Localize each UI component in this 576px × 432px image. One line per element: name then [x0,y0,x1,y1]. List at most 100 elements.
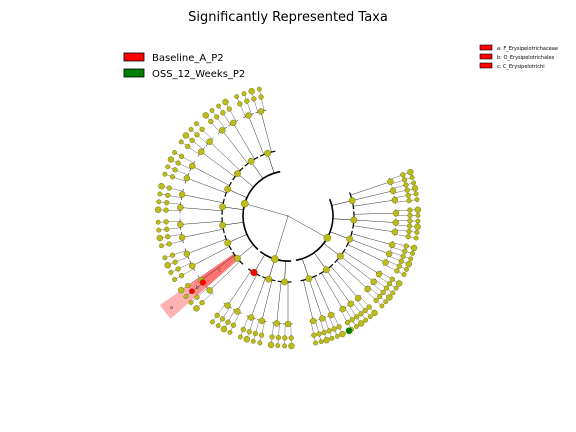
genus-node [357,320,365,327]
family-node [336,324,342,330]
family-node [166,241,172,247]
family-node [244,98,250,104]
family-node [178,273,185,279]
class-branch [313,252,327,270]
genus-node [288,342,295,350]
family-node [311,332,317,338]
oss-enriched-node [345,327,353,335]
order-node [347,300,354,308]
family-node [400,172,406,178]
class-node [348,197,356,204]
family-node [169,174,176,180]
class-node [336,252,344,260]
phylum-node [271,255,279,263]
family-node [321,329,327,336]
genus-node [177,286,185,294]
family-node [400,253,406,259]
order-branch [353,212,396,215]
family-node [380,289,386,295]
phylum-stem [287,215,328,238]
taxa-key-swatch-a [479,44,493,51]
genus-node [411,180,417,186]
order-node [391,196,399,204]
family-node [178,153,185,159]
class-branch [284,260,286,282]
order-branch [326,269,351,305]
class-branch [330,231,350,240]
genus-node [156,227,162,233]
root-node [287,215,289,217]
genus-node [408,256,414,262]
class-node [224,185,232,193]
family-node [194,294,200,300]
highlight-order-node [199,279,207,286]
genus-node [155,219,161,225]
genus-node [395,280,403,287]
order-node [224,302,231,309]
family-node [406,228,412,234]
order-branch [182,228,224,238]
family-node [366,304,372,310]
order-branch [303,280,314,322]
family-node [331,326,337,332]
genus-node [354,324,359,329]
genus-node [162,171,168,177]
order-node [273,320,280,327]
clade-letter-label: a [170,305,173,311]
genus-node [250,338,256,344]
family-node [394,268,400,274]
genus-node [202,112,209,119]
genus-node [390,290,396,296]
order-branch [260,111,272,153]
family-node [246,329,252,335]
order-node [382,259,389,266]
class-node [247,157,255,165]
family-node [214,312,220,318]
family-node [208,118,214,125]
genus-node [257,340,263,346]
genus-node [158,183,165,190]
family-node [185,282,191,289]
family-node [240,326,246,333]
clade-letter-label: b [196,285,199,291]
family-node [185,143,191,150]
family-node [358,311,364,317]
class-node [322,266,330,274]
genus-node [210,319,215,325]
class-branch [222,222,244,226]
order-branch [227,270,252,306]
genus-node [183,294,189,299]
order-node [206,287,213,294]
order-node [392,209,400,217]
genus-node [248,87,255,95]
class-node [346,235,354,243]
phylum-arc [242,170,281,251]
genus-node [414,197,420,202]
class-branch [267,153,275,174]
clade-highlight-band [199,253,239,288]
family-node [163,207,169,213]
order-branch [222,130,248,164]
class-node [219,203,227,211]
taxa-key-legend: a: F_Erysipelotrichaceae b: O_Erysipelot… [479,44,558,70]
class-node [224,239,232,247]
chart-title: Significantly Represented Taxa [188,10,388,25]
family-node [402,248,408,254]
group-legend: Baseline_A_P2 OSS_12_Weeks_P2 [123,52,245,80]
order-node [183,174,191,182]
genus-node [367,314,373,320]
family-node [396,263,402,269]
taxa-key-label-c: c: C_Erysipelotrichi [497,64,545,70]
genus-node [237,334,243,340]
family-node [386,281,393,287]
genus-node [414,206,422,213]
order-branch [186,238,227,255]
family-node [269,334,275,340]
order-node [327,311,335,319]
phylum-arc [295,198,334,262]
genus-node [193,305,200,312]
order-branch [192,165,230,186]
order-node [388,241,396,249]
order-branch [180,207,223,212]
order-branch [321,272,343,310]
